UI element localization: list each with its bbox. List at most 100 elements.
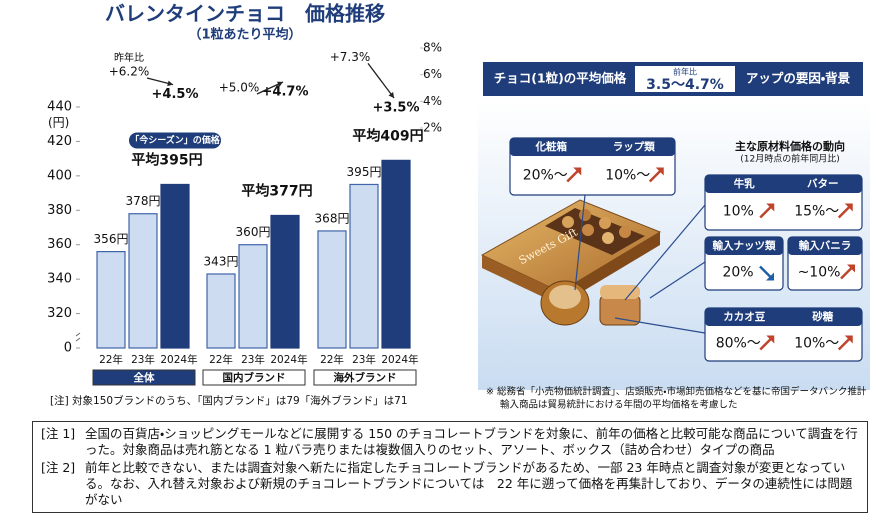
factor-label: 牛乳: [734, 177, 755, 190]
y-tick-label: 0: [64, 341, 72, 356]
yoy-arrowhead: [277, 81, 283, 87]
callout-pill: [129, 132, 221, 149]
factor-value: 15%～: [794, 204, 839, 220]
chart-note: [注] 対象150ブランドのうち、「国内ブランド」は79「海外ブランド」は71: [50, 394, 408, 407]
y-tick-label: 380: [47, 203, 72, 218]
y-tick-label: 400: [47, 168, 72, 183]
bar: [160, 183, 190, 349]
average-label: 平均395円: [131, 151, 202, 168]
trend-arrow: [759, 337, 773, 351]
y-tick-label: 440: [47, 100, 72, 115]
bar: [270, 214, 300, 349]
group-label-box: [313, 369, 417, 386]
trend-arrowhead: [766, 203, 775, 212]
value-label: 343円: [204, 254, 239, 268]
trend-arrow: [837, 337, 851, 351]
x-tick-label: 22年: [320, 353, 344, 366]
note-text: 全国の百貨店・ショッピングモールなどに展開する 150 のチョコレートブランドを…: [85, 426, 858, 457]
trend-arrowhead: [844, 335, 853, 344]
factor-value: 20%～: [523, 168, 568, 184]
yoy-caption: 昨年比: [114, 51, 144, 64]
materials-subheading: (12月時点の前年同月比): [740, 153, 839, 165]
bar: [96, 251, 126, 349]
bar: [349, 183, 379, 349]
factor-box-header: [705, 308, 862, 326]
source-line: ※ 総務省「小売物価統計調査」、店頭販売・市場卸売価格などを基に帝国データバンク…: [486, 386, 867, 398]
yoy-arrowhead: [388, 92, 394, 98]
group-label-box: [202, 369, 306, 386]
y2-tick-label: 4%: [423, 94, 442, 108]
yoy-label: +7.3%: [330, 50, 371, 64]
header-yoy-label: 前年比: [673, 67, 697, 77]
factor-box-header: [705, 175, 862, 193]
trend-arrowhead: [844, 203, 853, 212]
x-tick-label: 22年: [99, 353, 123, 366]
chart-subtitle: （1粒あたり平均）: [188, 27, 301, 43]
trend-arrow: [840, 266, 853, 280]
factor-value: 80%～: [716, 336, 761, 352]
factor-value: 10%～: [605, 168, 650, 184]
factor-value: 10%～: [794, 336, 839, 352]
group-label: 全体: [133, 371, 155, 384]
x-tick-label: 23年: [352, 353, 376, 366]
yoy-label: +6.2%: [109, 65, 150, 79]
callout-text: 「今シーズン」の価格: [130, 134, 221, 146]
group-label: 国内ブランド: [223, 371, 286, 384]
value-label: 395円: [347, 165, 382, 179]
value-label: 368円: [315, 211, 350, 225]
trend-arrow: [566, 169, 580, 183]
header-title: チョコ(1粒)の平均価格: [494, 71, 627, 86]
header-badge: [635, 66, 735, 92]
trend-arrowhead: [847, 264, 855, 273]
factor-label: ラップ類: [613, 140, 655, 153]
factor-box-header: [705, 237, 783, 255]
factor-label: バター: [807, 178, 839, 190]
factor-label: 化粧箱: [535, 140, 568, 153]
yoy-arrow: [367, 62, 395, 99]
trend-arrowhead: [766, 335, 775, 344]
x-tick-label: 23年: [131, 353, 155, 366]
trend-arrow: [759, 265, 772, 279]
value-label: 356円: [94, 232, 129, 246]
average-label: 平均377円: [241, 182, 312, 199]
note-label: [注 2]: [41, 460, 76, 475]
notes-box: [注 1] 全国の百貨店・ショッピングモールなどに展開する 150 のチョコレート…: [32, 421, 868, 513]
yoy-label: +4.5%: [152, 87, 199, 102]
bar: [317, 230, 347, 349]
bar: [238, 244, 268, 349]
chart-title: バレンタインチョコ 価格推移: [105, 2, 385, 26]
average-label: 平均409円: [352, 127, 423, 144]
factor-box-header: [510, 138, 675, 156]
bar: [381, 159, 411, 349]
trend-arrow: [648, 169, 662, 183]
y2-tick-label: 6%: [423, 67, 442, 81]
y-tick-label: 340: [47, 272, 72, 287]
x-tick-label: 2024年: [270, 353, 307, 366]
factor-value: ~10%: [798, 265, 841, 281]
group-label: 海外ブランド: [334, 371, 397, 384]
note: [注 2] 前年と比較できない、または調査対象へ新たに指定したチョコレートブランド…: [41, 460, 859, 508]
gift-box-illustration: Sweets Gift: [480, 199, 662, 326]
note-text: 前年と比較できない、または調査対象へ新たに指定したチョコレートブランドがあるため…: [85, 460, 853, 507]
source-line: 輸入商品は貿易統計における年間の平均価格を考慮した: [500, 399, 738, 411]
factor-label: 輸入ナッツ類: [713, 239, 776, 252]
x-tick-label: 2024年: [160, 353, 197, 366]
factor-label: 輸入バニラ: [799, 239, 852, 252]
x-tick-label: 22年: [209, 353, 233, 366]
note-label: [注 1]: [41, 426, 76, 441]
group-label-box: [92, 369, 196, 386]
yoy-arrowhead: [167, 80, 173, 87]
factor-value: 10%: [723, 204, 754, 220]
y2-tick-label: 2%: [423, 121, 442, 135]
y-tick-label: 320: [47, 306, 72, 321]
trend-arrowhead: [655, 167, 664, 176]
yoy-label: +3.5%: [373, 101, 420, 116]
value-label: 378円: [126, 194, 161, 208]
axis-break: [75, 332, 81, 342]
factor-label: カカオ豆: [723, 311, 765, 323]
bar: [206, 273, 236, 349]
yoy-label: +4.7%: [262, 85, 309, 100]
materials-heading: 主な原材料価格の動向: [735, 139, 845, 153]
y-unit: (円): [48, 116, 69, 130]
